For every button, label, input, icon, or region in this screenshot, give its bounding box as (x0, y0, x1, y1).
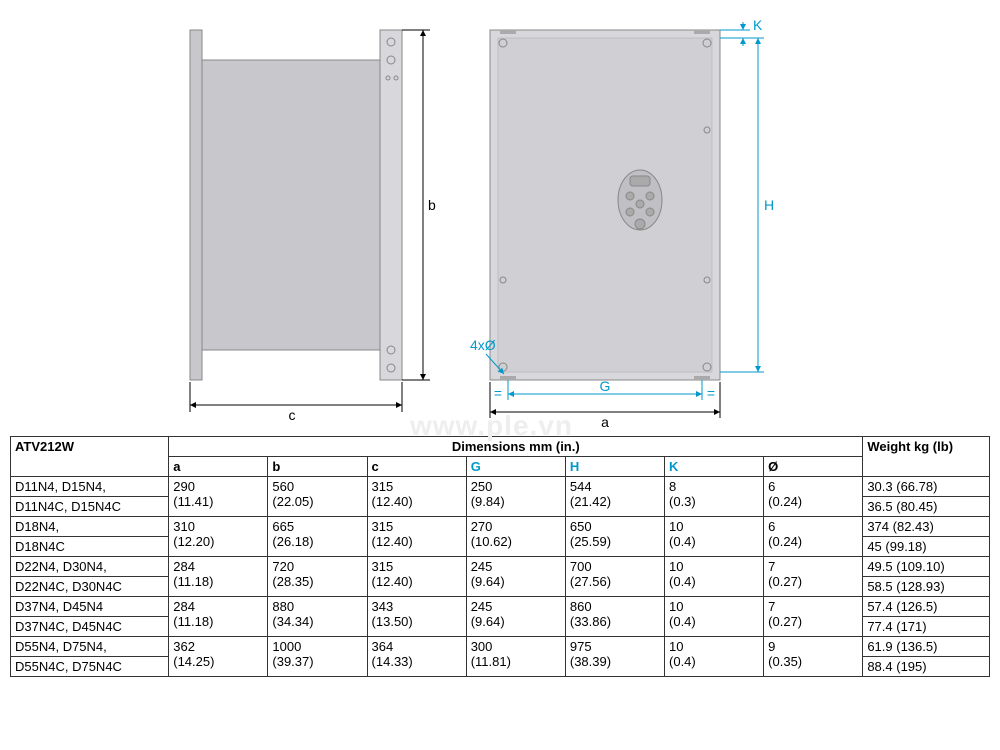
dim-cell: 860(33.86) (565, 597, 664, 637)
dim-cell: 245(9.64) (466, 597, 565, 637)
dim-cell: 560(22.05) (268, 477, 367, 517)
dim-label-c: c (289, 407, 296, 423)
dim-cell: 300(11.81) (466, 637, 565, 677)
dim-cell: 284(11.18) (169, 597, 268, 637)
col-header: b (268, 457, 367, 477)
dim-cell: 364(14.33) (367, 637, 466, 677)
dim-cell: 10(0.4) (665, 597, 764, 637)
dim-label-b: b (428, 197, 436, 213)
bolt-count-label: 4xØ (470, 337, 496, 353)
weight-cell: 374 (82.43)45 (99.18) (863, 517, 990, 557)
dim-cell: 544(21.42) (565, 477, 664, 517)
dim-cell: 720(28.35) (268, 557, 367, 597)
dim-cell: 8(0.3) (665, 477, 764, 517)
dim-label-a: a (601, 414, 609, 430)
dimensions-table: ATV212W Dimensions mm (in.) Weight kg (l… (10, 436, 990, 677)
model-cell: D22N4, D30N4,D22N4C, D30N4C (11, 557, 169, 597)
dim-cell: 10(0.4) (665, 517, 764, 557)
model-cell: D11N4, D15N4,D11N4C, D15N4C (11, 477, 169, 517)
dim-cell: 10(0.4) (665, 557, 764, 597)
dim-cell: 362(14.25) (169, 637, 268, 677)
dim-cell: 250(9.84) (466, 477, 565, 517)
table-title: ATV212W (11, 437, 169, 477)
dim-cell: 310(12.20) (169, 517, 268, 557)
dim-cell: 315(12.40) (367, 557, 466, 597)
dim-label-h: H (764, 197, 774, 213)
dim-cell: 650(25.59) (565, 517, 664, 557)
dim-cell: 284(11.18) (169, 557, 268, 597)
col-header: c (367, 457, 466, 477)
dim-cell: 665(26.18) (268, 517, 367, 557)
weight-cell: 57.4 (126.5)77.4 (171) (863, 597, 990, 637)
dim-cell: 315(12.40) (367, 517, 466, 557)
watermark: www.ple.vn (410, 410, 573, 442)
col-header: K (665, 457, 764, 477)
weight-header: Weight kg (lb) (863, 437, 990, 477)
col-header: G (466, 457, 565, 477)
dim-cell: 975(38.39) (565, 637, 664, 677)
dim-cell: 343(13.50) (367, 597, 466, 637)
dim-label-g: G (600, 378, 611, 394)
side-view-drawing: b c (180, 20, 450, 430)
dim-cell: 6(0.24) (764, 477, 863, 517)
dim-cell: 9(0.35) (764, 637, 863, 677)
dim-cell: 7(0.27) (764, 597, 863, 637)
dim-cell: 270(10.62) (466, 517, 565, 557)
dim-cell: 10(0.4) (665, 637, 764, 677)
dim-cell: 880(34.34) (268, 597, 367, 637)
dim-cell: 1000(39.37) (268, 637, 367, 677)
dim-cell: 6(0.24) (764, 517, 863, 557)
weight-cell: 49.5 (109.10)58.5 (128.93) (863, 557, 990, 597)
col-header: Ø (764, 457, 863, 477)
equal-mark-left: = (494, 385, 502, 401)
dim-cell: 290(11.41) (169, 477, 268, 517)
model-cell: D18N4,D18N4C (11, 517, 169, 557)
model-cell: D37N4, D45N4D37N4C, D45N4C (11, 597, 169, 637)
col-header: H (565, 457, 664, 477)
dim-cell: 315(12.40) (367, 477, 466, 517)
weight-cell: 61.9 (136.5)88.4 (195) (863, 637, 990, 677)
weight-cell: 30.3 (66.78)36.5 (80.45) (863, 477, 990, 517)
model-cell: D55N4, D75N4,D55N4C, D75N4C (11, 637, 169, 677)
dim-cell: 700(27.56) (565, 557, 664, 597)
dim-cell: 245(9.64) (466, 557, 565, 597)
col-header: a (169, 457, 268, 477)
dim-cell: 7(0.27) (764, 557, 863, 597)
front-view-drawing: K H 4xØ G = = a (470, 20, 800, 435)
dim-label-k: K (753, 20, 763, 33)
equal-mark-right: = (707, 385, 715, 401)
diagram-area: b c (180, 10, 960, 430)
